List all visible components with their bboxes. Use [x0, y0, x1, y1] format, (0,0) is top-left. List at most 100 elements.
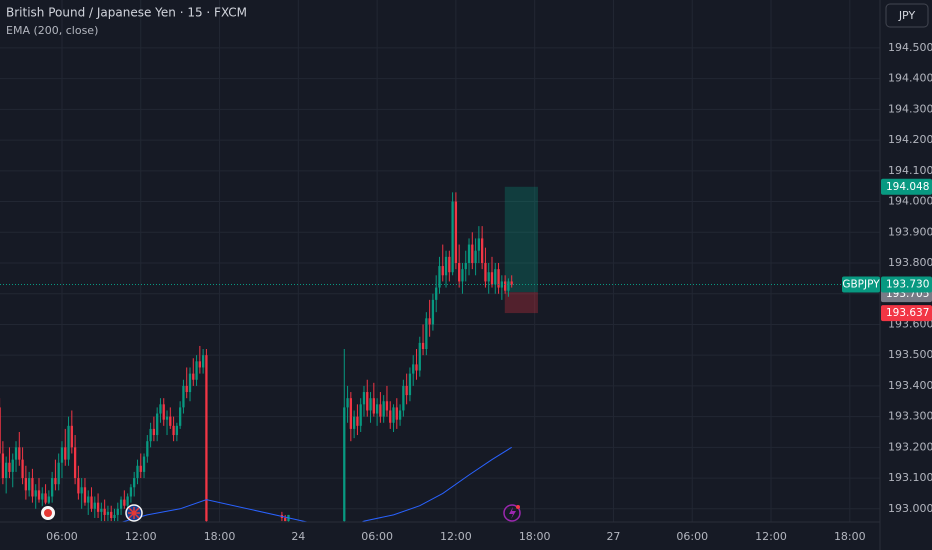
candle-body: [379, 404, 382, 417]
ema-line: [120, 446, 512, 522]
event-icon[interactable]: [503, 504, 521, 522]
candle-body: [139, 465, 142, 472]
candle-body: [375, 404, 379, 414]
candle-body: [110, 511, 113, 519]
plot-area: [0, 186, 880, 522]
x-tick-label: 12:00: [755, 530, 787, 543]
candle-body: [18, 447, 21, 460]
candle-body: [352, 416, 356, 429]
candle-body: [103, 508, 106, 515]
y-tick-label: 193.900: [888, 225, 932, 238]
x-tick-label: 18:00: [204, 530, 236, 543]
candle-body: [503, 281, 507, 291]
candle-body: [382, 401, 385, 417]
candle-body: [487, 272, 490, 282]
chart-title: British Pound / Japanese Yen · 15 · FXCM: [6, 6, 247, 20]
candle-body: [418, 342, 421, 371]
candle-body: [64, 447, 67, 460]
candle-body: [346, 398, 349, 408]
candle-body: [385, 401, 389, 411]
candle-body: [156, 413, 159, 436]
candle-body: [198, 361, 201, 368]
x-tick-label: 06:00: [46, 530, 78, 543]
candle-body: [398, 410, 402, 420]
y-tick-label: 194.400: [888, 72, 932, 85]
y-tick-label: 193.200: [888, 440, 932, 453]
candle-body: [389, 410, 392, 423]
y-tick-label: 193.500: [888, 348, 932, 361]
candle-body: [100, 508, 103, 512]
candle-body: [415, 364, 418, 371]
last-price-label-box: [881, 276, 932, 293]
candle-body: [192, 373, 195, 380]
candle-body: [349, 398, 352, 429]
candle-body: [172, 425, 175, 436]
candle-body: [47, 496, 50, 503]
y-tick-label: 194.000: [888, 195, 932, 208]
candle-body: [93, 502, 96, 509]
x-tick-label: 12:00: [440, 530, 472, 543]
candle-body: [149, 428, 152, 442]
candle-body: [201, 355, 205, 368]
candle-body: [116, 508, 119, 515]
candle-body: [395, 407, 398, 420]
event-icons: [39, 504, 521, 522]
y-tick-label: 193.300: [888, 410, 932, 423]
candle-body: [448, 256, 451, 273]
candle-body: [57, 462, 60, 485]
candle-body: [497, 269, 500, 288]
candle-body: [90, 496, 93, 509]
candle-body: [113, 514, 116, 519]
candle-body: [0, 407, 1, 454]
candle-body: [195, 361, 198, 380]
candle-body: [152, 428, 156, 436]
y-tick-label: 193.400: [888, 379, 932, 392]
last-price-label: 193.730: [886, 279, 929, 291]
candle-body: [343, 407, 346, 522]
candle-body: [412, 364, 415, 374]
candle-body: [402, 385, 405, 411]
indicator-label: EMA (200, close): [6, 24, 98, 37]
position-profit-zone: [504, 186, 538, 293]
candle-body: [60, 447, 64, 463]
candle-body: [28, 478, 31, 491]
candle-body: [425, 318, 428, 350]
candle-body: [435, 287, 438, 300]
currency-button[interactable]: [885, 3, 929, 28]
stop-label-box: [881, 305, 932, 322]
candle-body: [123, 499, 126, 506]
candle-body: [119, 499, 123, 509]
candle-body: [490, 272, 494, 285]
y-tick-label: 194.500: [888, 41, 932, 54]
candle-body: [182, 385, 185, 408]
x-tick-label: 06:00: [361, 530, 393, 543]
candle-body: [54, 478, 57, 485]
candle-body: [438, 266, 441, 288]
candle-body: [70, 425, 73, 448]
candle-body: [362, 392, 366, 405]
target-label-box: [881, 178, 932, 195]
candle-body: [126, 496, 129, 506]
candle-body: [356, 416, 359, 426]
candle-body: [1, 453, 5, 479]
stop-label: 193.637: [886, 307, 929, 319]
candle-body: [408, 373, 412, 396]
x-tick-label: 24: [291, 530, 305, 543]
symbol-tag-box: [842, 276, 880, 293]
candle-body: [5, 462, 8, 479]
candle-body: [175, 425, 179, 436]
candle-body: [510, 281, 513, 285]
candle-body: [83, 487, 87, 503]
y-tick-label: 193.000: [888, 502, 932, 515]
candle-body: [136, 465, 139, 479]
candle-body: [484, 262, 487, 282]
y-tick-label: 194.300: [888, 102, 932, 115]
candle-body: [11, 459, 14, 472]
candle-body: [431, 299, 435, 325]
candle-body: [129, 487, 133, 497]
y-tick-label: 194.100: [888, 164, 932, 177]
candle-body: [50, 478, 54, 497]
candle-body: [461, 269, 464, 282]
x-tick-label: 18:00: [519, 530, 551, 543]
